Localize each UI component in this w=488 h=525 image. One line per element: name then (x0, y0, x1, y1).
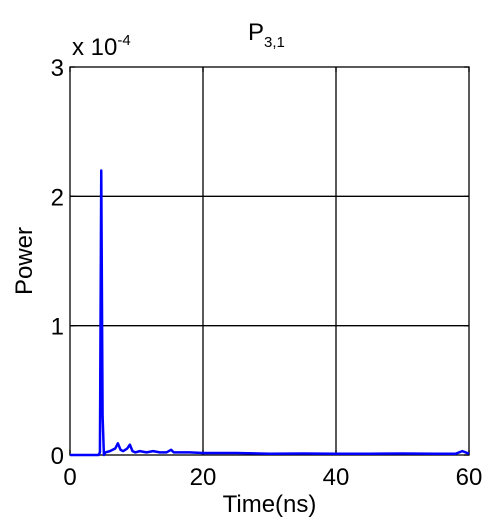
y-axis-exponent-base: x 10 (72, 34, 117, 61)
chart-title: P3,1 (248, 19, 285, 51)
x-tick-label: 20 (190, 464, 217, 491)
x-tick-label: 60 (456, 464, 483, 491)
chart-title-subscript: 3,1 (264, 34, 285, 51)
plot-area-frame (69, 66, 470, 456)
x-tick-label: 40 (323, 464, 350, 491)
series-line (70, 169, 470, 457)
chart-title-main: P (248, 19, 264, 46)
y-tick-label: 0 (51, 443, 64, 470)
y-axis-exponent: x 10-4 (72, 32, 131, 61)
y-tick-label: 2 (51, 184, 64, 211)
y-tick-label: 1 (51, 314, 64, 341)
x-axis-label: Time(ns) (223, 491, 317, 518)
tick-marks (69, 66, 470, 456)
y-tick-label: 3 (51, 55, 64, 82)
y-tick-labels: 0 1 2 3 (51, 55, 64, 470)
grid-lines (70, 67, 469, 455)
y-axis-exponent-power: -4 (117, 32, 130, 49)
x-tick-label: 0 (63, 464, 76, 491)
x-tick-labels: 0 20 40 60 (63, 464, 482, 491)
y-axis-label: Power (11, 227, 38, 295)
series-group (70, 169, 470, 457)
